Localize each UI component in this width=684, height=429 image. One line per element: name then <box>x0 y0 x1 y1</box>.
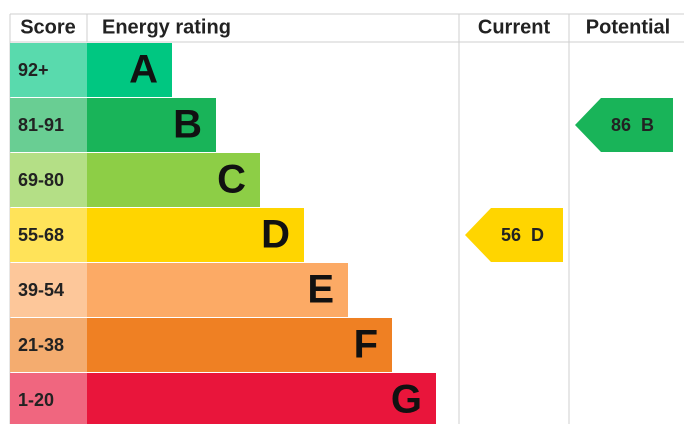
band-letter: A <box>129 48 158 92</box>
score-cell <box>10 263 87 317</box>
score-cell-tint <box>10 318 87 372</box>
score-cell <box>10 98 87 152</box>
score-cell <box>10 43 87 97</box>
header-score: Score <box>20 16 76 38</box>
rating-bar <box>87 98 216 152</box>
header-potential: Potential <box>586 16 670 38</box>
band-score: 69-80 <box>18 170 64 190</box>
rating-bar <box>87 373 436 427</box>
header-current: Current <box>478 16 551 38</box>
band-letter: F <box>354 323 378 367</box>
potential-score: 86 <box>611 115 631 135</box>
rating-bar <box>87 318 392 372</box>
band-letter: D <box>261 213 290 257</box>
score-cell-tint <box>10 373 87 427</box>
score-cell-tint <box>10 263 87 317</box>
band-score: 21-38 <box>18 335 64 355</box>
score-cell-tint <box>10 208 87 262</box>
score-cell <box>10 153 87 207</box>
band-letter: G <box>391 378 422 422</box>
score-cell <box>10 373 87 427</box>
band-letter: C <box>217 158 246 202</box>
rating-bar <box>87 153 260 207</box>
potential-arrow <box>575 98 673 152</box>
band-score: 92+ <box>18 60 49 80</box>
rating-bar <box>87 43 172 97</box>
band-letter: B <box>173 103 202 147</box>
band-score: 1-20 <box>18 390 54 410</box>
potential-letter: B <box>641 115 654 135</box>
current-score: 56 <box>501 225 521 245</box>
band-score: 39-54 <box>18 280 64 300</box>
band-score: 55-68 <box>18 225 64 245</box>
score-cell-tint <box>10 98 87 152</box>
score-cell-tint <box>10 153 87 207</box>
rating-bar <box>87 208 304 262</box>
score-cell-tint <box>10 43 87 97</box>
current-letter: D <box>531 225 544 245</box>
rating-bar <box>87 263 348 317</box>
score-cell <box>10 208 87 262</box>
band-letter: E <box>307 268 334 312</box>
score-cell <box>10 318 87 372</box>
current-arrow <box>465 208 563 262</box>
header-rating: Energy rating <box>102 16 231 38</box>
band-score: 81-91 <box>18 115 64 135</box>
